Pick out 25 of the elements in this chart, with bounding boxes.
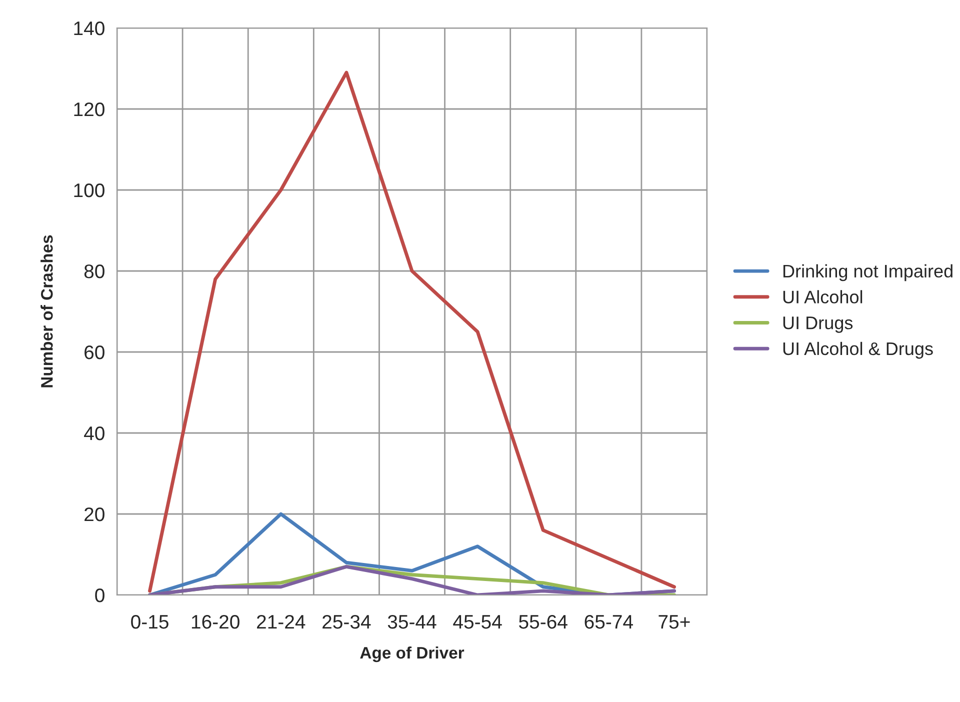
y-axis-title: Number of Crashes	[40, 235, 53, 388]
y-tick-label: 40	[84, 426, 104, 440]
x-tick-label: 25-34	[322, 614, 371, 629]
legend-label: Drinking not Impaired	[783, 264, 952, 282]
y-tick-label: 120	[74, 102, 104, 116]
x-tick-label: 65-74	[584, 614, 633, 629]
y-tick-label: 80	[84, 264, 104, 278]
x-tick-label: 35-44	[388, 614, 436, 629]
y-tick-label: 0	[95, 588, 104, 602]
y-tick-label: 100	[74, 183, 104, 198]
y-tick-label: 20	[84, 507, 104, 522]
y-tick-label: 60	[84, 345, 104, 360]
x-axis-title: Age of Driver	[360, 646, 464, 662]
x-tick-label: 55-64	[519, 614, 568, 629]
legend-label: UI Drugs	[783, 316, 853, 333]
x-tick-label: 75+	[658, 615, 690, 629]
x-tick-label: 21-24	[257, 614, 306, 629]
x-tick-label: 45-54	[453, 615, 502, 629]
legend-label: UI Alcohol	[783, 290, 862, 304]
legend-label: UI Alcohol & Drugs	[783, 342, 933, 359]
y-tick-label: 140	[74, 21, 104, 36]
line-series	[148, 564, 676, 595]
x-tick-label: 0-15	[131, 614, 168, 629]
line-series	[148, 70, 676, 593]
x-tick-label: 16-20	[192, 614, 240, 629]
